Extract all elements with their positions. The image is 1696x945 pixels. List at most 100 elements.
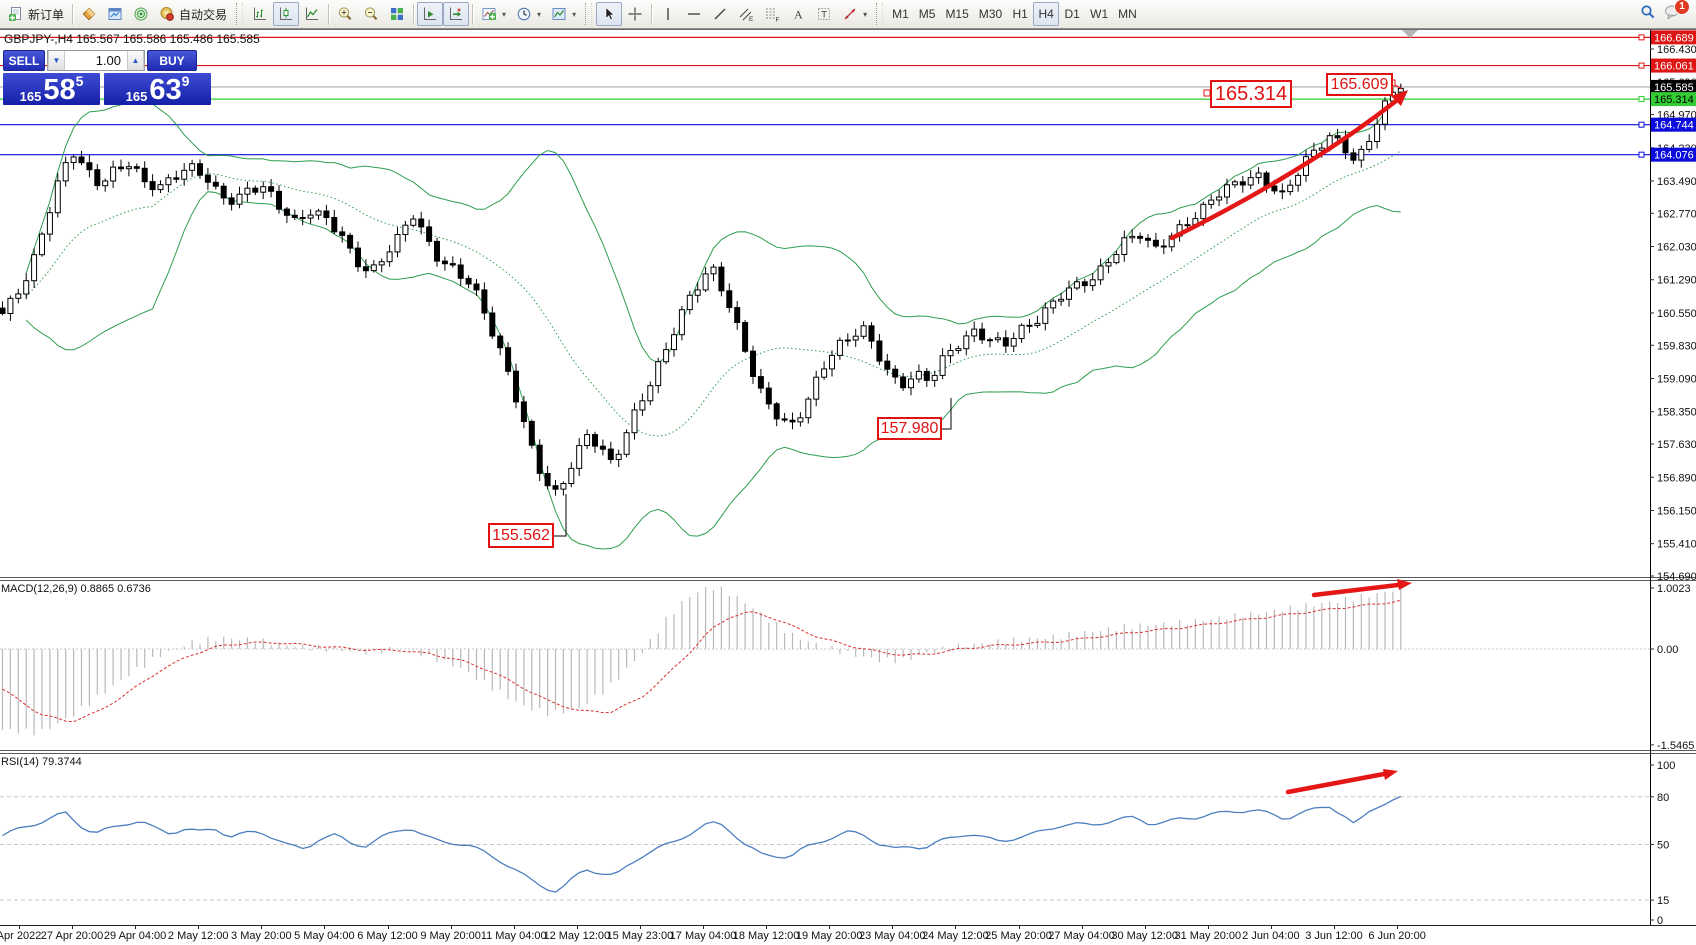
sell-price-quote[interactable]: 165 58 5	[3, 73, 100, 105]
svg-text:159.830: 159.830	[1657, 340, 1696, 352]
svg-text:163.490: 163.490	[1657, 176, 1696, 188]
trend-arrow-macd[interactable]	[1311, 579, 1412, 598]
vertical-line-button[interactable]	[655, 2, 681, 26]
svg-text:50: 50	[1657, 840, 1669, 852]
timeframe-m1-button[interactable]: M1	[892, 7, 909, 21]
candlestick-chart-button[interactable]	[273, 2, 300, 26]
time-axis-tick	[450, 926, 452, 929]
time-axis-label: 17 May 04:00	[669, 930, 737, 942]
fibonacci-button[interactable]: F	[759, 2, 785, 26]
auto-trading-label: 自动交易	[179, 7, 228, 22]
time-axis-label: 27 May 04:00	[1048, 930, 1115, 942]
dropdown-arrow-icon: ▾	[502, 9, 507, 19]
toolbar-separator	[328, 3, 330, 25]
time-axis-label: Apr 2022	[0, 930, 42, 942]
auto-trading-button[interactable]: 自动交易	[154, 2, 232, 26]
dropdown-arrow-icon: ▾	[537, 9, 542, 19]
zoom-out-button[interactable]	[358, 2, 384, 26]
volume-decrease-button[interactable]: ▼	[48, 51, 65, 70]
time-axis-tick	[72, 926, 73, 929]
time-axis-tick	[1397, 926, 1399, 929]
timeframe-m30-button[interactable]: M30	[978, 7, 1003, 21]
equidistant-channel-button[interactable]: E	[733, 2, 759, 26]
line-chart-button[interactable]	[299, 2, 325, 26]
toolbar-separator	[413, 3, 415, 25]
toolbar-grip[interactable]	[876, 3, 884, 25]
toolbar-separator	[651, 3, 653, 25]
time-axis-label: 18 May 12:00	[732, 930, 800, 942]
auto-scroll-button[interactable]	[417, 2, 444, 26]
sell-button[interactable]: SELL	[3, 50, 45, 71]
timeframe-m5-button[interactable]: M5	[918, 7, 936, 21]
trend-arrow-main[interactable]	[1169, 90, 1408, 241]
time-axis-label: 25 May 20:00	[985, 930, 1052, 942]
svg-text:0: 0	[1657, 915, 1663, 927]
arrows-button[interactable]: ▾	[837, 2, 872, 26]
price-label-157980[interactable]: 157.980	[877, 417, 942, 440]
svg-text:T: T	[821, 10, 827, 21]
signal-button[interactable]	[128, 2, 154, 26]
time-axis-tick	[955, 926, 957, 929]
time-axis-tick	[1018, 926, 1020, 929]
panel-separators[interactable]	[0, 577, 1696, 754]
buy-button[interactable]: BUY	[147, 50, 197, 71]
indicators-button[interactable]: ▾	[476, 2, 511, 26]
svg-text:166.061: 166.061	[1654, 61, 1694, 73]
timeframe-d1-button[interactable]: D1	[1064, 7, 1080, 21]
time-axis-label: 30 May 12:00	[1111, 930, 1179, 942]
crosshair-button[interactable]	[622, 2, 648, 26]
timeframe-mn-button[interactable]: MN	[1118, 7, 1137, 21]
tile-windows-button[interactable]	[384, 2, 410, 26]
svg-text:165.314: 165.314	[1654, 94, 1694, 106]
time-axis-label: 6 Jun 20:00	[1368, 930, 1426, 942]
price-label-165314[interactable]: 165.314	[1210, 80, 1292, 108]
toolbar: 新订单 自动交易 ▾ ▾ ▾ E F A T ▾ M1 M5 M15 M30 H1 H4 D1 W1 MN 1	[0, 0, 1696, 29]
time-axis-label: 19 May 20:00	[795, 930, 863, 942]
zoom-in-button[interactable]	[332, 2, 358, 26]
toolbar-grip[interactable]	[236, 3, 244, 25]
time-axis-label: 31 May 20:00	[1174, 930, 1242, 942]
volume-stepper: ▼▲	[47, 50, 145, 71]
bar-chart-button[interactable]	[247, 2, 273, 26]
volume-increase-button[interactable]: ▲	[127, 51, 144, 70]
new-order-button[interactable]: 新订单	[3, 2, 69, 26]
notifications-icon[interactable]: 1	[1664, 0, 1690, 25]
cursor-button[interactable]	[596, 2, 623, 26]
chart-window-button[interactable]	[102, 2, 128, 26]
horizontal-line-button[interactable]	[681, 2, 707, 26]
time-axis-label: 23 May 04:00	[858, 930, 926, 942]
svg-text:166.430: 166.430	[1657, 44, 1696, 56]
svg-text:100: 100	[1657, 760, 1675, 772]
toolbar-grip[interactable]	[585, 3, 593, 25]
trendline-button[interactable]	[707, 2, 733, 26]
periods-button[interactable]: ▾	[511, 2, 546, 26]
text-button[interactable]: A	[785, 2, 811, 26]
svg-text:164.076: 164.076	[1654, 150, 1694, 162]
buy-price-quote[interactable]: 165 63 9	[104, 73, 211, 105]
price-label-165609[interactable]: 165.609	[1326, 73, 1393, 96]
time-axis-label: 6 May 12:00	[357, 930, 418, 942]
timeframe-w1-button[interactable]: W1	[1090, 7, 1109, 21]
eraser-button[interactable]	[76, 2, 102, 26]
templates-button[interactable]: ▾	[546, 2, 581, 26]
price-label-155562[interactable]: 155.562	[488, 523, 554, 548]
chart-shift-button[interactable]	[443, 2, 470, 26]
search-icon[interactable]	[1640, 4, 1656, 25]
timeframe-h4-button[interactable]: H4	[1033, 2, 1060, 26]
time-axis-tick	[135, 926, 137, 929]
macd-signal-line	[2, 599, 1401, 723]
trend-arrow-rsi[interactable]	[1285, 769, 1398, 795]
time-axis[interactable]: Apr 2022 27 Apr 20:00 29 Apr 04:00 2 May 12…	[0, 925, 1696, 945]
svg-text:-1.5465: -1.5465	[1657, 740, 1694, 752]
svg-text:161.290: 161.290	[1657, 275, 1696, 287]
rsi-level-lines	[0, 796, 1650, 901]
timeframe-h1-button[interactable]: H1	[1012, 7, 1028, 21]
time-axis-tick	[324, 926, 326, 929]
rsi-indicator-label: RSI(14) 79.3744	[1, 756, 82, 768]
timeframe-m15-button[interactable]: M15	[945, 7, 969, 21]
volume-input[interactable]	[65, 51, 127, 70]
svg-text:15: 15	[1657, 895, 1669, 907]
price-axis[interactable]: 166.430165.690164.970164.230163.490162.7…	[1650, 30, 1696, 927]
text-label-button[interactable]: T	[811, 2, 837, 26]
